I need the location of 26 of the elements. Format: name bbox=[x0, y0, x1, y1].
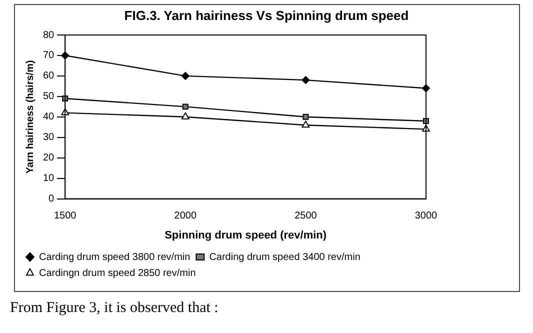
chart-title: FIG.3. Yarn hairiness Vs Spinning drum speed bbox=[123, 8, 410, 23]
point bbox=[181, 72, 190, 80]
x-tick-label: 1500 bbox=[54, 210, 77, 222]
legend-label: Carding drum speed 3800 rev/min bbox=[39, 252, 190, 263]
point bbox=[182, 104, 188, 110]
y-tick-label: 0 bbox=[48, 194, 55, 205]
y-tick-label: 30 bbox=[43, 132, 55, 144]
y-tick-label: 40 bbox=[43, 112, 55, 123]
y-tick-label: 10 bbox=[43, 173, 55, 184]
x-axis-title: Spinning drum speed (rev/min) bbox=[164, 229, 327, 242]
point bbox=[302, 114, 309, 120]
legend-label: Carding drum speed 3400 rev/min bbox=[209, 252, 360, 263]
y-tick-label: 70 bbox=[43, 50, 55, 62]
y-tick-label: 20 bbox=[43, 152, 55, 164]
y-tick-label: 50 bbox=[43, 91, 55, 102]
y-tick-label: 80 bbox=[43, 30, 55, 41]
x-tick-label: 2500 bbox=[294, 210, 318, 222]
legend-label: Cardingn drum speed 2850 rev/min bbox=[39, 268, 196, 279]
text: From Figure 3, it is observed that : bbox=[10, 300, 218, 317]
point bbox=[302, 76, 310, 84]
point bbox=[181, 112, 190, 120]
y-axis-title: Yarn hairiness (hairs/m) bbox=[24, 60, 36, 174]
x-tick-label: 2000 bbox=[174, 210, 197, 222]
point bbox=[302, 120, 310, 128]
y-tick-label: 60 bbox=[43, 70, 55, 82]
x-tick-label: 3000 bbox=[414, 210, 438, 222]
